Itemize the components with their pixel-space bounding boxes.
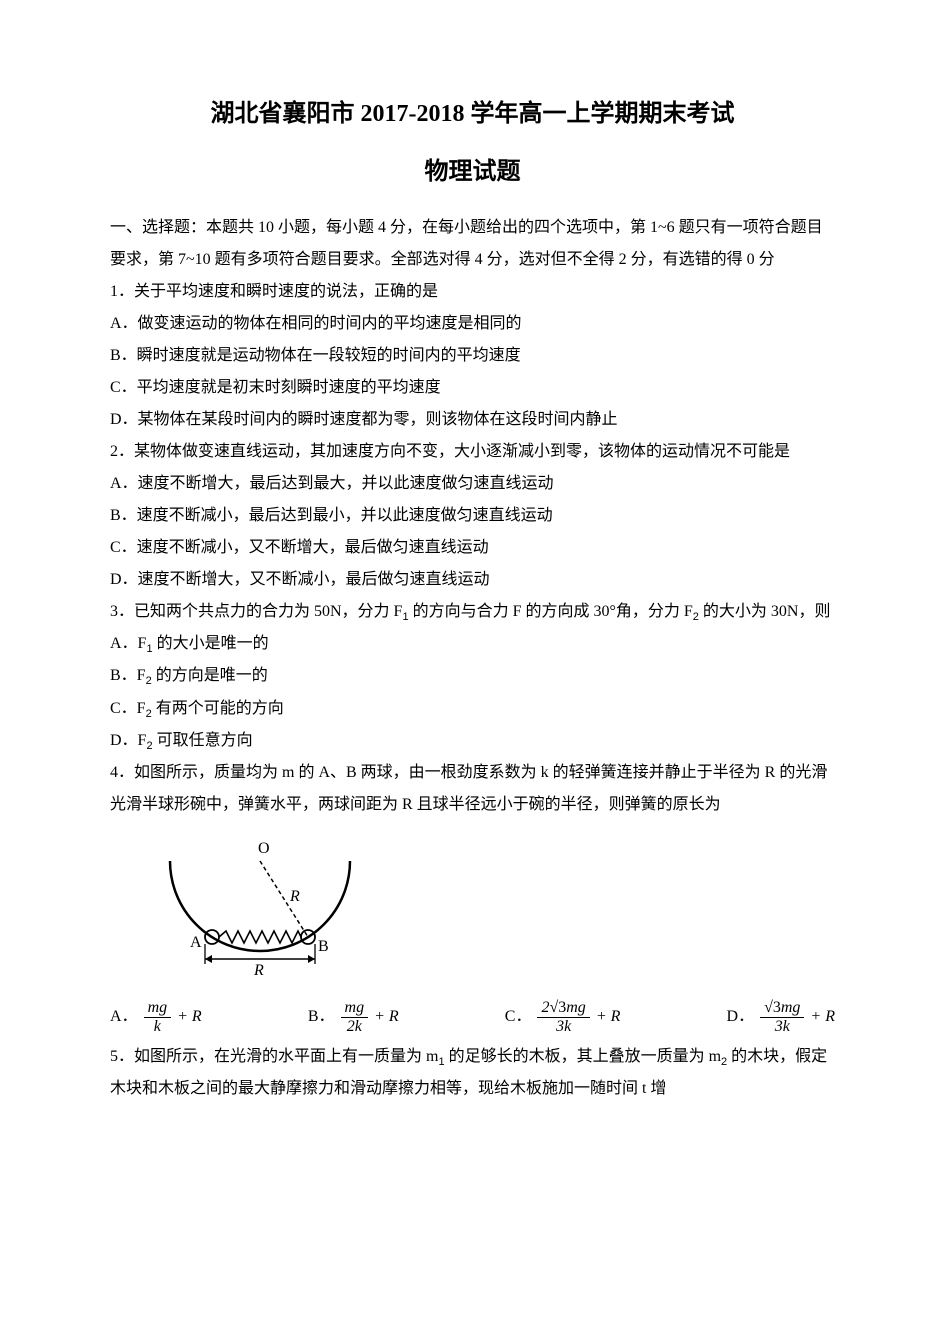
q1-option-a: A．做变速运动的物体在相同的时间内的平均速度是相同的 bbox=[110, 308, 835, 340]
q1-stem: 1．关于平均速度和瞬时速度的说法，正确的是 bbox=[110, 276, 835, 308]
q4-b-tail: + R bbox=[374, 1001, 399, 1033]
q4-b-frac: mg 2k bbox=[341, 999, 369, 1035]
diagram-a-label: A bbox=[190, 934, 202, 951]
q4-b-num: mg bbox=[341, 999, 369, 1018]
q4-options-row: A． mg k + R B． mg 2k + R C． 2√3mg 3k + R… bbox=[110, 999, 835, 1035]
q1-option-c: C．平均速度就是初末时刻瞬时速度的平均速度 bbox=[110, 372, 835, 404]
q4-stem: 4．如图所示，质量均为 m 的 A、B 两球，由一根劲度系数为 k 的轻弹簧连接… bbox=[110, 757, 835, 821]
section-header: 一、选择题：本题共 10 小题，每小题 4 分，在每小题给出的四个选项中，第 1… bbox=[110, 212, 835, 276]
diagram-r-label-1: R bbox=[289, 888, 300, 905]
q3-c-p1: C．F bbox=[110, 700, 146, 717]
q2-option-b: B．速度不断减小，最后达到最小，并以此速度做匀速直线运动 bbox=[110, 500, 835, 532]
q3-option-b: B．F2 的方向是唯一的 bbox=[110, 660, 835, 692]
q3-b-p1: B．F bbox=[110, 667, 146, 684]
q2-stem: 2．某物体做变速直线运动，其加速度方向不变，大小逐渐减小到零，该物体的运动情况不… bbox=[110, 436, 835, 468]
q3-option-a: A．F1 的大小是唯一的 bbox=[110, 628, 835, 660]
q3-a-p1: A．F bbox=[110, 635, 146, 652]
diagram-r-label-2: R bbox=[253, 962, 264, 979]
q1-option-d: D．某物体在某段时间内的瞬时速度都为零，则该物体在这段时间内静止 bbox=[110, 404, 835, 436]
q5-p2: 的足够长的木板，其上叠放一质量为 m bbox=[445, 1048, 721, 1065]
q4-a-frac: mg k bbox=[144, 999, 172, 1035]
q4-d-frac: √3mg 3k bbox=[760, 999, 804, 1035]
q4-c-den: 3k bbox=[552, 1018, 575, 1036]
q4-b-prefix: B． bbox=[308, 1001, 335, 1033]
q4-c-prefix: C． bbox=[505, 1001, 532, 1033]
q3-stem-p3: 的大小为 30N，则 bbox=[699, 603, 831, 620]
q3-stem: 3．已知两个共点力的合力为 50N，分力 F1 的方向与合力 F 的方向成 30… bbox=[110, 596, 835, 628]
q4-c-num: 2√3mg bbox=[537, 999, 589, 1018]
q4-c-frac: 2√3mg 3k bbox=[537, 999, 589, 1035]
q4-option-b: B． mg 2k + R bbox=[308, 999, 399, 1035]
q4-option-c: C． 2√3mg 3k + R bbox=[505, 999, 621, 1035]
q4-d-prefix: D． bbox=[727, 1001, 755, 1033]
q4-option-d: D． √3mg 3k + R bbox=[727, 999, 835, 1035]
q5-stem: 5．如图所示，在光滑的水平面上有一质量为 m1 的足够长的木板，其上叠放一质量为… bbox=[110, 1041, 835, 1105]
diagram-o-label: O bbox=[258, 840, 270, 857]
q4-c-tail: + R bbox=[596, 1001, 621, 1033]
q4-a-prefix: A． bbox=[110, 1001, 138, 1033]
q3-b-p2: 的方向是唯一的 bbox=[152, 667, 268, 684]
title-main: 湖北省襄阳市 2017-2018 学年高一上学期期末考试 bbox=[110, 90, 835, 138]
q1-option-b: B．瞬时速度就是运动物体在一段较短的时间内的平均速度 bbox=[110, 340, 835, 372]
q3-stem-p2: 的方向与合力 F 的方向成 30°角，分力 F bbox=[409, 603, 693, 620]
q3-a-p2: 的大小是唯一的 bbox=[153, 635, 269, 652]
q4-a-tail: + R bbox=[177, 1001, 202, 1033]
q4-b-den: 2k bbox=[343, 1018, 366, 1036]
q3-option-c: C．F2 有两个可能的方向 bbox=[110, 693, 835, 725]
q4-a-num: mg bbox=[144, 999, 172, 1018]
q2-option-d: D．速度不断增大，又不断减小，最后做匀速直线运动 bbox=[110, 564, 835, 596]
q4-diagram: O R A B R bbox=[150, 831, 835, 993]
q3-c-p2: 有两个可能的方向 bbox=[152, 700, 284, 717]
q5-p1: 5．如图所示，在光滑的水平面上有一质量为 m bbox=[110, 1048, 438, 1065]
q4-a-den: k bbox=[150, 1018, 165, 1036]
q2-option-a: A．速度不断增大，最后达到最大，并以此速度做匀速直线运动 bbox=[110, 468, 835, 500]
q4-option-a: A． mg k + R bbox=[110, 999, 202, 1035]
q3-stem-p1: 3．已知两个共点力的合力为 50N，分力 F bbox=[110, 603, 402, 620]
diagram-b-label: B bbox=[318, 938, 329, 955]
q3-d-p2: 可取任意方向 bbox=[153, 732, 253, 749]
q4-d-tail: + R bbox=[810, 1001, 835, 1033]
q2-option-c: C．速度不断减小，又不断增大，最后做匀速直线运动 bbox=[110, 532, 835, 564]
q4-d-den: 3k bbox=[771, 1018, 794, 1036]
q3-d-p1: D．F bbox=[110, 732, 146, 749]
title-sub: 物理试题 bbox=[110, 148, 835, 196]
q4-d-num: √3mg bbox=[760, 999, 804, 1018]
q3-option-d: D．F2 可取任意方向 bbox=[110, 725, 835, 757]
